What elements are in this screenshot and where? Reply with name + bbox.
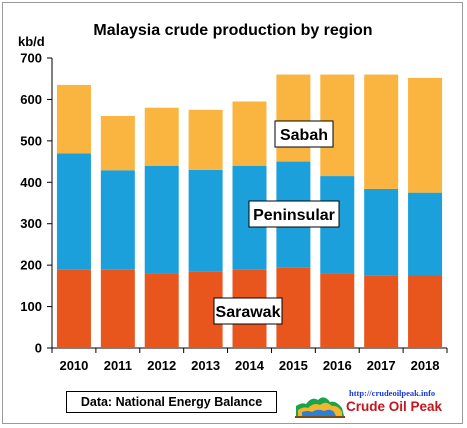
- bar-sarawak-2018: [408, 275, 443, 348]
- logo-name: Crude Oil Peak: [346, 399, 443, 414]
- x-tick-label: 2011: [104, 358, 132, 373]
- x-tick-label: 2012: [147, 358, 176, 373]
- y-tick-label: 500: [20, 133, 42, 148]
- bar-sarawak-2012: [144, 273, 179, 348]
- annotation-box: [248, 200, 340, 228]
- source-note: Data: National Energy Balance: [66, 391, 277, 413]
- y-tick-label: 100: [20, 299, 42, 314]
- chart-title: Malaysia crude production by region: [93, 22, 372, 39]
- bar-sabah-2012: [144, 107, 179, 166]
- bar-sabah-2015: [276, 74, 311, 162]
- bar-peninsular-2012: [144, 165, 179, 274]
- x-tick-label: 2010: [59, 358, 88, 373]
- peak-curve-icon: [295, 397, 345, 418]
- bar-peninsular-2018: [408, 192, 443, 276]
- bar-sarawak-2011: [100, 269, 135, 348]
- bar-sabah-2018: [408, 77, 443, 193]
- bar-peninsular-2017: [364, 188, 399, 276]
- bar-peninsular-2013: [188, 169, 223, 272]
- y-tick-label: 600: [20, 92, 42, 107]
- x-tick-label: 2016: [323, 358, 352, 373]
- bar-sabah-2017: [364, 74, 399, 189]
- y-tick-label: 400: [20, 175, 42, 190]
- annotation-box: [274, 120, 334, 148]
- annotation-label: Sabah: [280, 127, 328, 144]
- logo-url: http://crudeoilpeak.info: [349, 388, 436, 398]
- x-tick-label: 2013: [191, 358, 220, 373]
- bar-sabah-2011: [100, 116, 135, 171]
- annotation-box: [213, 297, 283, 325]
- crude-oil-peak-logo: http://crudeoilpeak.info Crude Oil Peak: [294, 388, 454, 420]
- y-axis-label: kb/d: [18, 34, 45, 49]
- bar-peninsular-2010: [56, 153, 91, 270]
- annotation-label: Sarawak: [216, 304, 281, 321]
- y-tick-label: 200: [20, 258, 42, 273]
- y-tick-label: 700: [20, 51, 42, 66]
- x-tick-label: 2018: [411, 358, 440, 373]
- bar-sabah-2013: [188, 109, 223, 170]
- bar-sarawak-2010: [56, 269, 91, 348]
- annotations: Sabah Peninsular Sarawak: [213, 120, 340, 325]
- annotation-label: Peninsular: [253, 207, 335, 224]
- x-tick-label: 2015: [279, 358, 308, 373]
- bar-sabah-2014: [232, 101, 267, 166]
- y-tick-label: 300: [20, 216, 42, 231]
- x-tick-label: 2014: [235, 358, 265, 373]
- bar-peninsular-2011: [100, 170, 135, 270]
- axes: 0 100 200 300 400 500 600 700 2010 2011 2012 2013 20…: [20, 51, 448, 373]
- y-tick-label: 0: [35, 341, 42, 356]
- x-tick-label: 2017: [367, 358, 396, 373]
- bar-sarawak-2017: [364, 275, 399, 348]
- bar-sarawak-2016: [320, 273, 355, 348]
- bar-sabah-2010: [56, 84, 91, 154]
